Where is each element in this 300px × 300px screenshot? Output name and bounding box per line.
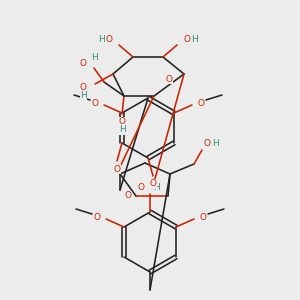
- Text: H: H: [80, 92, 87, 100]
- Text: O: O: [149, 179, 157, 188]
- Text: O: O: [118, 118, 125, 127]
- Text: H: H: [91, 53, 98, 62]
- Text: H: H: [153, 184, 160, 193]
- Text: O: O: [183, 34, 190, 43]
- Text: H: H: [118, 125, 125, 134]
- Text: O: O: [106, 34, 113, 43]
- Text: H: H: [191, 34, 198, 43]
- Text: O: O: [138, 184, 145, 193]
- Text: O: O: [204, 140, 211, 148]
- Text: O: O: [91, 98, 98, 107]
- Text: O: O: [166, 74, 172, 83]
- Text: H: H: [98, 34, 105, 43]
- Text: O: O: [200, 212, 207, 221]
- Text: O: O: [79, 59, 86, 68]
- Text: O: O: [93, 212, 100, 221]
- Text: O: O: [198, 98, 205, 107]
- Text: H: H: [212, 140, 219, 148]
- Text: O: O: [113, 164, 121, 173]
- Text: O: O: [80, 83, 87, 92]
- Text: O: O: [124, 191, 131, 200]
